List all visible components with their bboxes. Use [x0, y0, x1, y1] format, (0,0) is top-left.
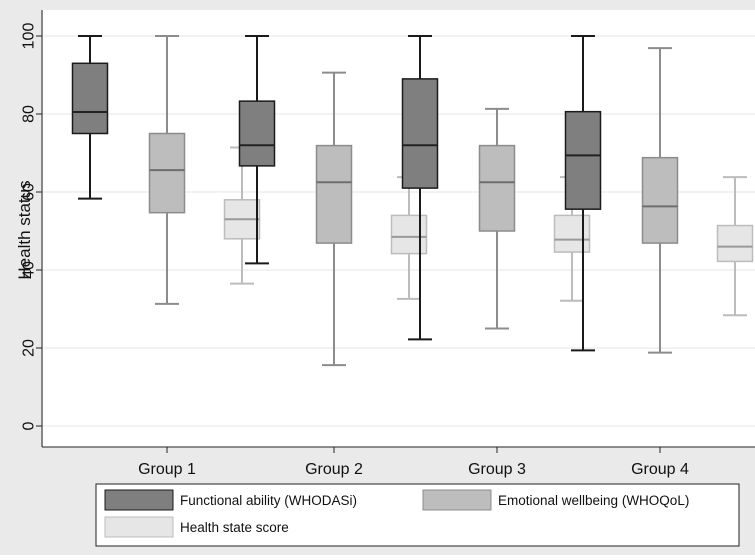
legend-swatch — [422, 489, 492, 511]
legend-swatch — [104, 516, 174, 538]
x-tick-label: Group 4 — [631, 461, 689, 478]
iqr-box — [238, 100, 276, 167]
iqr-box — [401, 78, 439, 189]
iqr-box — [315, 144, 353, 244]
y-tick-label: 0 — [21, 421, 38, 430]
x-tick-label: Group 1 — [138, 461, 196, 478]
y-tick-label: 40 — [21, 261, 38, 279]
legend-item: Emotional wellbeing (WHOQoL) — [422, 489, 689, 511]
x-tick-label: Group 3 — [468, 461, 526, 478]
box-3-1 — [641, 47, 679, 354]
box-2-1 — [478, 107, 516, 330]
y-tick-label: 100 — [21, 23, 38, 50]
y-axis-title: Health status — [15, 180, 34, 279]
box-3-2 — [716, 176, 754, 317]
legend-item: Functional ability (WHODASi) — [104, 489, 357, 511]
box-0-2 — [223, 146, 261, 285]
box-0-1 — [148, 35, 186, 305]
y-tick-label: 60 — [21, 183, 38, 201]
box-3-0 — [564, 35, 602, 352]
legend: Functional ability (WHODASi) Emotional we… — [95, 483, 740, 547]
box-0-0 — [71, 35, 109, 200]
iqr-box — [390, 214, 428, 255]
legend-swatch — [104, 489, 174, 511]
legend-label: Emotional wellbeing (WHOQoL) — [498, 493, 689, 508]
y-tick-label: 20 — [21, 339, 38, 357]
legend-label: Functional ability (WHODASi) — [180, 493, 357, 508]
iqr-box — [641, 156, 679, 244]
legend-label: Health state score — [180, 520, 289, 535]
x-tick-label: Group 2 — [305, 461, 363, 478]
iqr-box — [553, 214, 591, 253]
legend-box — [95, 483, 740, 547]
box-1-1 — [315, 71, 353, 367]
iqr-box — [478, 144, 516, 232]
iqr-box — [71, 62, 109, 135]
iqr-box — [716, 224, 754, 263]
iqr-box — [564, 110, 602, 210]
box-2-0 — [401, 35, 439, 341]
box-1-0 — [238, 35, 276, 265]
y-tick-label: 80 — [21, 105, 38, 123]
legend-item: Health state score — [104, 516, 289, 538]
iqr-box — [148, 132, 186, 214]
